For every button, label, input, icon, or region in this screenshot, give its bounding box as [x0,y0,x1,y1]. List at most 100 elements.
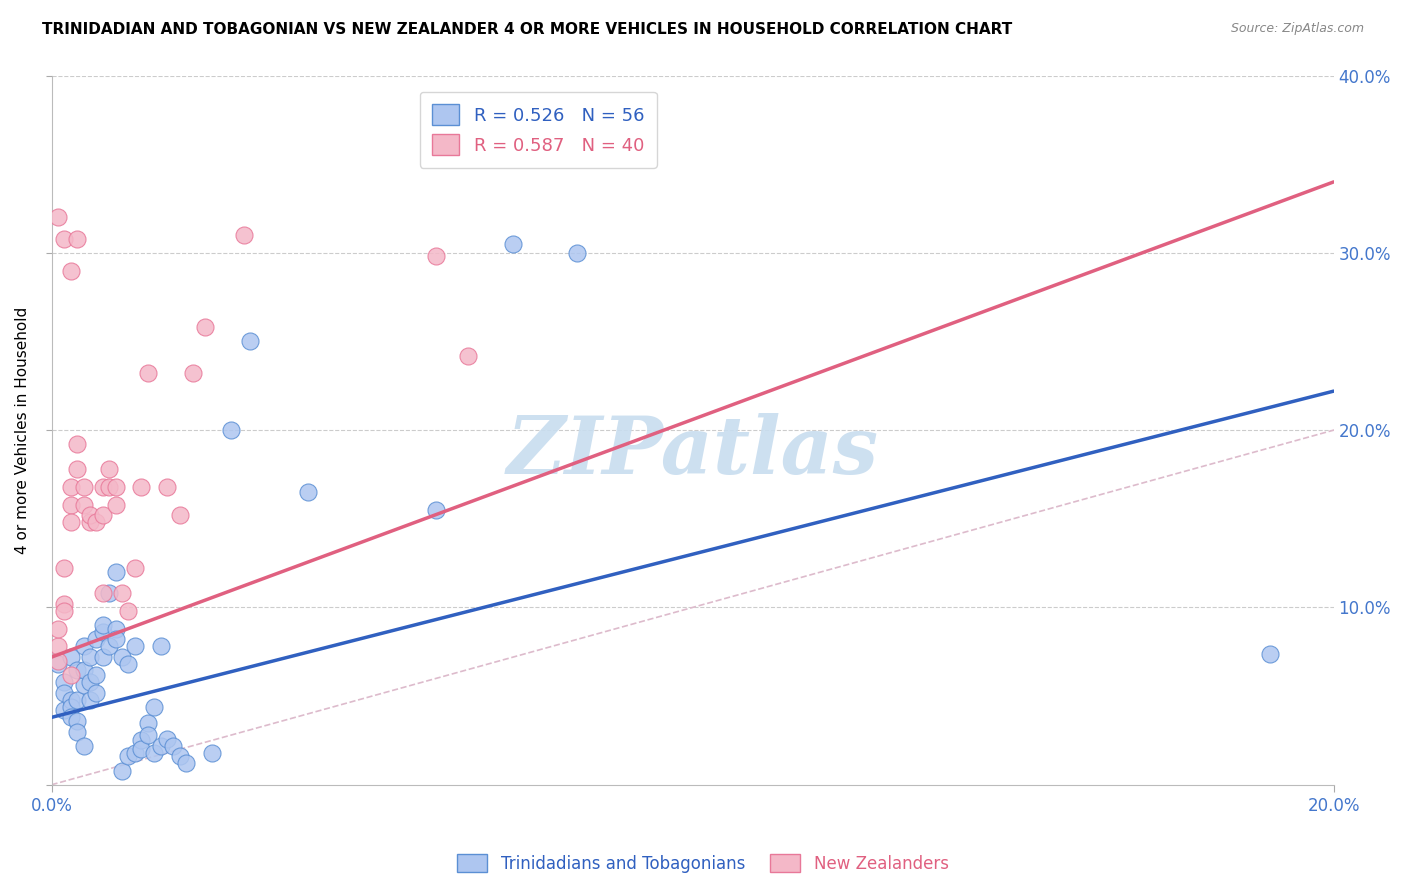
Point [86,685,108,699]
Point [149,640,172,654]
Point [46,640,69,654]
Point [53,232,76,246]
Point [66,437,89,451]
Point [129,742,152,756]
Point [117,749,139,764]
Point [53,703,76,717]
Point [66,692,89,706]
Point [59,263,82,277]
Point [129,480,152,494]
Point [124,561,146,575]
Point [136,728,159,742]
Point [91,618,114,632]
Point [66,663,89,677]
Point [567,245,589,260]
Point [98,480,121,494]
Point [297,485,319,500]
Point [117,657,139,672]
Point [124,746,146,760]
Point [239,334,262,349]
Point [457,349,479,363]
Point [111,586,134,600]
Point [136,367,159,381]
Text: Source: ZipAtlas.com: Source: ZipAtlas.com [1230,22,1364,36]
Point [79,508,101,523]
Point [169,749,191,764]
Point [143,699,166,714]
Point [86,632,108,647]
Point [91,625,114,640]
Point [91,650,114,665]
Point [53,685,76,699]
Point [72,640,94,654]
Point [98,586,121,600]
Point [72,678,94,692]
Point [79,692,101,706]
Point [59,692,82,706]
Y-axis label: 4 or more Vehicles in Household: 4 or more Vehicles in Household [15,307,30,554]
Point [136,715,159,730]
Point [79,516,101,530]
Legend: Trinidadians and Tobagonians, New Zealanders: Trinidadians and Tobagonians, New Zealan… [451,847,955,880]
Point [201,746,224,760]
Point [502,237,524,252]
Point [72,663,94,677]
Point [46,622,69,636]
Point [53,604,76,618]
Point [72,739,94,753]
Point [86,668,108,682]
Point [104,498,127,512]
Point [59,699,82,714]
Point [53,674,76,689]
Point [91,508,114,523]
Point [104,622,127,636]
Point [181,367,204,381]
Point [425,249,447,263]
Point [59,710,82,724]
Point [46,657,69,672]
Point [59,516,82,530]
Point [111,764,134,778]
Point [174,756,197,771]
Point [156,731,179,746]
Point [59,668,82,682]
Point [79,650,101,665]
Point [66,724,89,739]
Point [1258,647,1281,661]
Point [59,480,82,494]
Point [91,586,114,600]
Point [194,320,217,334]
Point [66,232,89,246]
Point [219,423,242,437]
Point [46,211,69,225]
Point [98,640,121,654]
Point [156,480,179,494]
Point [129,733,152,747]
Point [111,650,134,665]
Point [232,228,254,243]
Point [46,654,69,668]
Point [72,498,94,512]
Point [91,480,114,494]
Point [149,739,172,753]
Point [104,632,127,647]
Point [143,746,166,760]
Point [72,480,94,494]
Point [59,498,82,512]
Text: TRINIDADIAN AND TOBAGONIAN VS NEW ZEALANDER 4 OR MORE VEHICLES IN HOUSEHOLD CORR: TRINIDADIAN AND TOBAGONIAN VS NEW ZEALAN… [42,22,1012,37]
Point [169,508,191,523]
Point [59,650,82,665]
Point [79,674,101,689]
Point [53,597,76,611]
Point [425,503,447,517]
Point [86,516,108,530]
Point [104,480,127,494]
Point [53,561,76,575]
Point [66,714,89,728]
Point [117,604,139,618]
Point [124,640,146,654]
Text: ZIPatlas: ZIPatlas [506,413,879,491]
Point [104,565,127,579]
Point [162,739,184,753]
Point [98,462,121,476]
